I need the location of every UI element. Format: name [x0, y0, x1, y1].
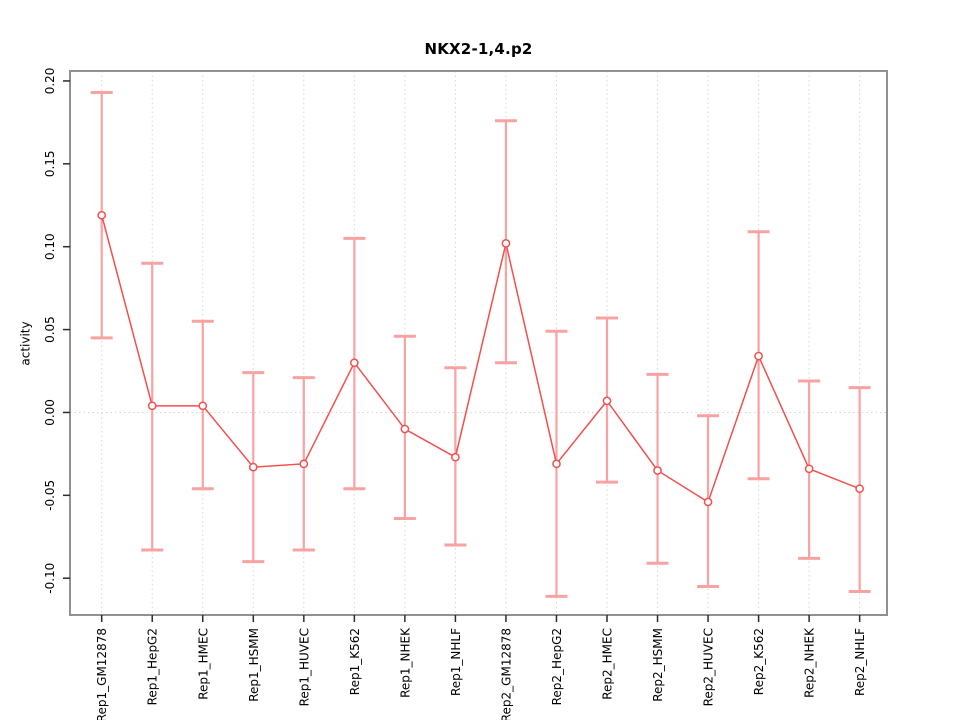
error-bars: [90, 91, 871, 598]
x-tick-label: Rep1_HepG2: [146, 628, 160, 705]
x-tick-label: Rep2_K562: [752, 628, 766, 695]
y-tick-label: -0.05: [43, 480, 57, 511]
y-axis-label: activity: [18, 321, 33, 366]
y-axis-ticks: 0.20 0.15 0.10 0.05 0.00 -0.05 -0.10: [43, 68, 70, 594]
x-tick-label: Rep1_GM12878: [95, 628, 109, 720]
vertical-gridlines: [101, 71, 861, 615]
data-points: [97, 210, 865, 507]
x-tick-label: Rep1_NHEK: [398, 627, 412, 698]
x-tick-label: Rep2_NHEK: [803, 627, 817, 698]
y-tick-label: 0.10: [43, 233, 57, 260]
x-tick-label: Rep2_GM12878: [499, 628, 513, 720]
y-tick-label: 0.15: [43, 150, 57, 177]
chart-title: NKX2-1,4.p2: [424, 40, 533, 58]
x-tick-label: Rep1_NHLF: [449, 628, 463, 696]
x-tick-label: Rep2_HMEC: [601, 628, 615, 700]
y-tick-label: 0.05: [43, 316, 57, 343]
x-tick-label: Rep2_HSMM: [651, 628, 665, 702]
x-axis-ticks: Rep1_GM12878 Rep1_HepG2 Rep1_HMEC Rep1_HSMM…: [95, 615, 867, 720]
x-tick-label: Rep1_HUVEC: [297, 628, 311, 706]
x-tick-label: Rep2_HUVEC: [702, 628, 716, 706]
x-tick-label: Rep2_HepG2: [550, 628, 564, 705]
x-tick-label: Rep1_K562: [348, 628, 362, 695]
plot-box: [69, 70, 888, 616]
x-tick-label: Rep1_HMEC: [196, 628, 210, 700]
x-tick-label: Rep1_HSMM: [247, 628, 261, 702]
x-tick-label: Rep2_NHLF: [853, 628, 867, 696]
y-tick-label: 0.00: [43, 399, 57, 426]
y-tick-label: -0.10: [43, 563, 57, 594]
y-tick-label: 0.20: [43, 68, 57, 95]
series-line: [100, 215, 860, 504]
